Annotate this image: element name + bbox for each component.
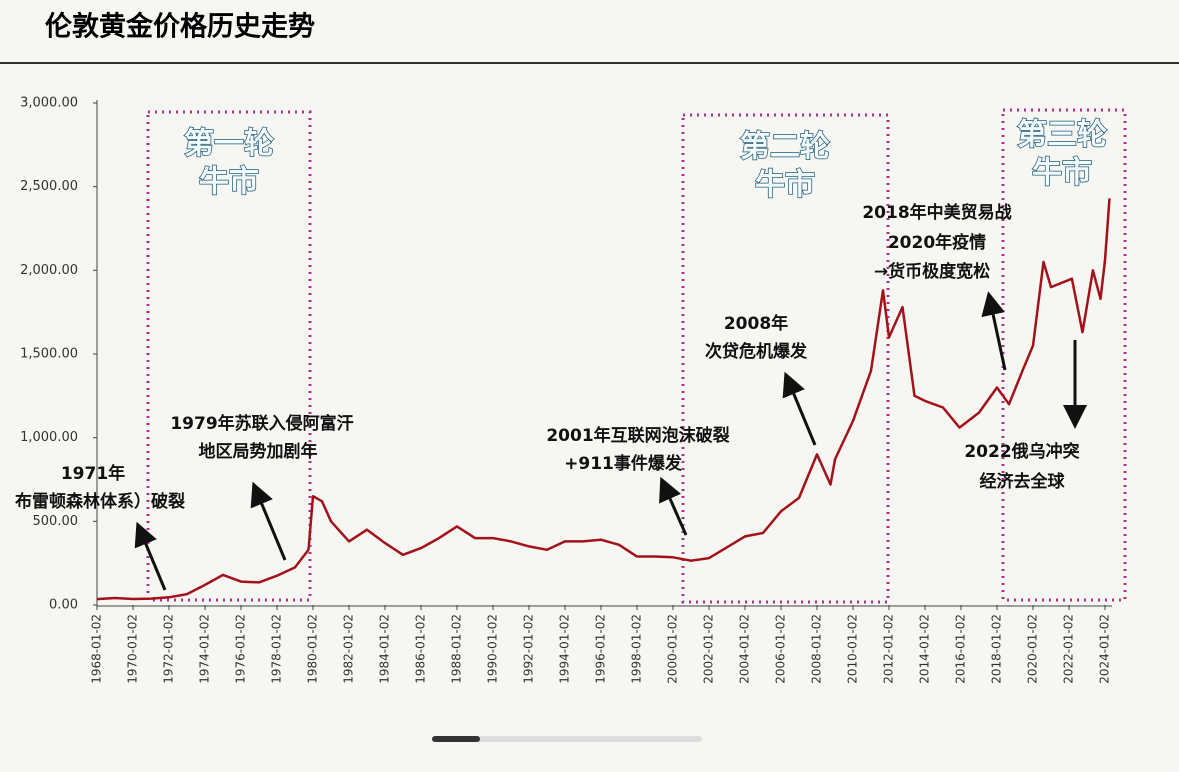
x-tick-label: 1990-01-02: [486, 614, 500, 684]
x-tick-label: 1968-01-02: [90, 614, 104, 684]
x-tick-label: 2006-01-02: [774, 614, 788, 684]
annotation: 次贷危机爆发: [705, 341, 808, 362]
price-line: [96, 198, 1111, 601]
arrow: [782, 371, 817, 446]
annotation: 2020年疫情: [888, 232, 986, 253]
phase-label: 第三轮: [1017, 118, 1107, 153]
x-tick-label: 2020-01-02: [1026, 614, 1040, 684]
x-tick-label: 1972-01-02: [162, 614, 176, 684]
phase-label: 牛市: [199, 165, 259, 200]
y-tick-label: 1,000.00: [20, 430, 78, 445]
x-tick-label: 1970-01-02: [126, 614, 140, 684]
x-tick-label: 2022-01-02: [1062, 614, 1076, 684]
x-tick-label: 2014-01-02: [918, 614, 932, 684]
annotation: 布雷顿森林体系）破裂: [15, 491, 185, 512]
x-tick-label: 2004-01-02: [738, 614, 752, 684]
phase-label: 第二轮: [740, 130, 830, 165]
annotation: 2018年中美贸易战: [862, 202, 1011, 223]
annotation: 经济去全球: [980, 471, 1066, 492]
phase-label: 第一轮: [184, 127, 274, 162]
x-tick-label: 1998-01-02: [630, 614, 644, 684]
phase-label: 牛市: [755, 168, 815, 203]
x-tick-label: 2012-01-02: [882, 614, 896, 684]
x-tick-label: 1994-01-02: [558, 614, 572, 684]
x-tick-label: 1978-01-02: [270, 614, 284, 684]
x-tick-label: 1974-01-02: [198, 614, 212, 684]
x-tick-label: 1988-01-02: [450, 614, 464, 684]
annotation: 2022俄乌冲突: [964, 441, 1079, 462]
phase-box: [681, 113, 890, 604]
annotation: 2008年: [724, 313, 788, 334]
x-tick-label: 2018-01-02: [990, 614, 1004, 684]
phase-box: [146, 110, 312, 602]
x-tick-label: 1992-01-02: [522, 614, 536, 684]
phase-box: [1001, 108, 1127, 602]
x-tick-label: 1996-01-02: [594, 614, 608, 684]
y-tick-label: 1,500.00: [20, 347, 78, 362]
annotation: 地区局势加剧年: [199, 441, 318, 462]
x-tick-label: 2010-01-02: [846, 614, 860, 684]
arrow: [134, 521, 167, 591]
arrow: [250, 481, 287, 561]
x-tick-label: 1986-01-02: [414, 614, 428, 684]
y-tick-label: 2,000.00: [20, 263, 78, 278]
phase-label: 牛市: [1032, 156, 1092, 191]
annotation: +911事件爆发: [564, 453, 683, 474]
annotation: →货币极度宽松: [874, 261, 990, 282]
x-tick-label: 1984-01-02: [378, 614, 392, 684]
chart-title: 伦敦黄金价格历史走势: [45, 11, 315, 43]
arrow: [981, 291, 1007, 371]
x-tick-label: 1976-01-02: [234, 614, 248, 684]
x-tick-label: 1982-01-02: [342, 614, 356, 684]
x-tick-label: 2016-01-02: [954, 614, 968, 684]
x-tick-label: 1980-01-02: [306, 614, 320, 684]
x-tick-label: 2008-01-02: [810, 614, 824, 684]
x-tick-label: 2000-01-02: [666, 614, 680, 684]
x-tick-label: 2002-01-02: [702, 614, 716, 684]
annotation: 1979年苏联入侵阿富汗: [170, 413, 353, 434]
scrollbar[interactable]: [432, 736, 702, 742]
y-tick-label: 3,000.00: [20, 96, 78, 111]
y-tick-label: 0.00: [49, 598, 78, 613]
annotation: 2001年互联网泡沫破裂: [546, 425, 729, 446]
x-tick-label: 2024-01-02: [1098, 614, 1112, 684]
scrollbar-thumb[interactable]: [432, 736, 480, 742]
y-tick-label: 2,500.00: [20, 179, 78, 194]
y-tick-label: 500.00: [33, 514, 79, 529]
arrow: [659, 476, 688, 536]
annotation: 1971年: [61, 463, 125, 484]
